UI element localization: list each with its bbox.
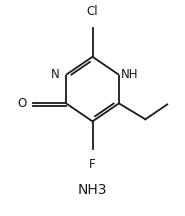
Text: Cl: Cl xyxy=(87,5,98,17)
Text: N: N xyxy=(51,68,60,81)
Text: NH3: NH3 xyxy=(78,183,107,197)
Text: F: F xyxy=(89,158,96,171)
Text: O: O xyxy=(18,97,27,110)
Text: NH: NH xyxy=(121,68,139,81)
